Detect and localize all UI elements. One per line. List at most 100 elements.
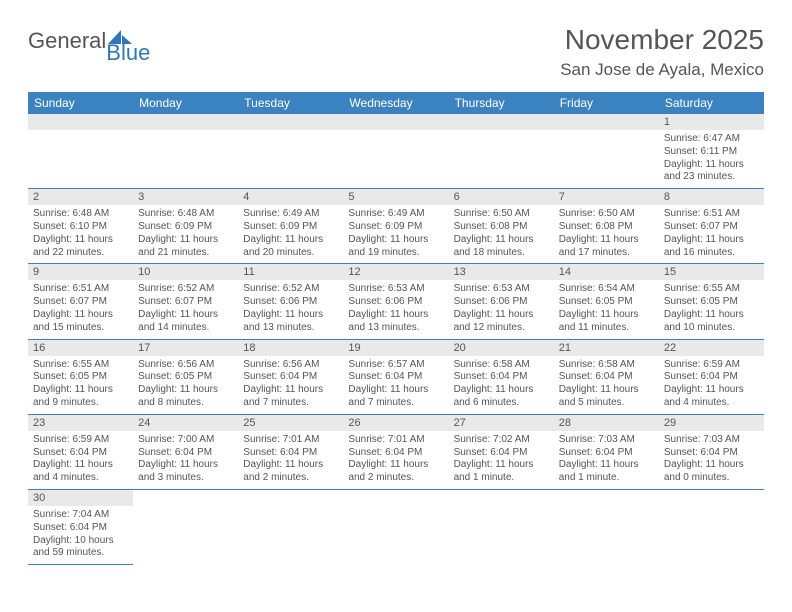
day-number: 5 (343, 189, 448, 205)
day-body: Sunrise: 6:52 AMSunset: 6:06 PMDaylight:… (238, 280, 343, 338)
sunrise-line: Sunrise: 6:59 AM (664, 359, 759, 372)
sunrise-line: Sunrise: 7:02 AM (454, 434, 549, 447)
day-cell: 6Sunrise: 6:50 AMSunset: 6:08 PMDaylight… (449, 189, 554, 264)
day-body: Sunrise: 6:53 AMSunset: 6:06 PMDaylight:… (449, 280, 554, 338)
day-body (28, 130, 133, 184)
day-cell (449, 114, 554, 189)
daylight-line: and 12 minutes. (454, 322, 549, 335)
daylight-line: and 20 minutes. (243, 247, 338, 260)
daylight-line: Daylight: 11 hours (348, 234, 443, 247)
day-number: 4 (238, 189, 343, 205)
sunset-line: Sunset: 6:04 PM (559, 447, 654, 460)
day-cell: 29Sunrise: 7:03 AMSunset: 6:04 PMDayligh… (659, 414, 764, 489)
sunset-line: Sunset: 6:05 PM (33, 371, 128, 384)
day-number: 13 (449, 264, 554, 280)
sunrise-line: Sunrise: 6:55 AM (33, 359, 128, 372)
day-number: 14 (554, 264, 659, 280)
daylight-line: Daylight: 11 hours (454, 459, 549, 472)
day-cell: 22Sunrise: 6:59 AMSunset: 6:04 PMDayligh… (659, 339, 764, 414)
daylight-line: and 19 minutes. (348, 247, 443, 260)
sunset-line: Sunset: 6:08 PM (559, 221, 654, 234)
month-title: November 2025 (560, 24, 764, 56)
week-row: 1Sunrise: 6:47 AMSunset: 6:11 PMDaylight… (28, 114, 764, 189)
sunset-line: Sunset: 6:04 PM (454, 371, 549, 384)
day-number: 8 (659, 189, 764, 205)
day-cell: 25Sunrise: 7:01 AMSunset: 6:04 PMDayligh… (238, 414, 343, 489)
week-row: 16Sunrise: 6:55 AMSunset: 6:05 PMDayligh… (28, 339, 764, 414)
daylight-line: Daylight: 11 hours (138, 309, 233, 322)
day-body: Sunrise: 6:56 AMSunset: 6:05 PMDaylight:… (133, 356, 238, 414)
sunset-line: Sunset: 6:04 PM (348, 447, 443, 460)
daylight-line: Daylight: 11 hours (664, 234, 759, 247)
day-number: 29 (659, 415, 764, 431)
daylight-line: Daylight: 11 hours (664, 159, 759, 172)
day-body (449, 130, 554, 184)
day-body: Sunrise: 6:51 AMSunset: 6:07 PMDaylight:… (28, 280, 133, 338)
daylight-line: and 9 minutes. (33, 397, 128, 410)
day-number: 16 (28, 340, 133, 356)
daylight-line: and 21 minutes. (138, 247, 233, 260)
daylight-line: and 0 minutes. (664, 472, 759, 485)
day-number: 9 (28, 264, 133, 280)
day-cell (343, 489, 448, 564)
daylight-line: and 5 minutes. (559, 397, 654, 410)
day-number: 18 (238, 340, 343, 356)
week-row: 9Sunrise: 6:51 AMSunset: 6:07 PMDaylight… (28, 264, 764, 339)
day-body: Sunrise: 6:58 AMSunset: 6:04 PMDaylight:… (449, 356, 554, 414)
week-row: 23Sunrise: 6:59 AMSunset: 6:04 PMDayligh… (28, 414, 764, 489)
sunrise-line: Sunrise: 6:54 AM (559, 283, 654, 296)
sunset-line: Sunset: 6:04 PM (138, 447, 233, 460)
day-body: Sunrise: 6:53 AMSunset: 6:06 PMDaylight:… (343, 280, 448, 338)
day-cell (554, 114, 659, 189)
day-body (133, 506, 238, 560)
daylight-line: and 4 minutes. (33, 472, 128, 485)
sunrise-line: Sunrise: 6:53 AM (454, 283, 549, 296)
day-cell: 30Sunrise: 7:04 AMSunset: 6:04 PMDayligh… (28, 489, 133, 564)
daylight-line: Daylight: 11 hours (559, 459, 654, 472)
day-body (238, 506, 343, 560)
day-body: Sunrise: 6:50 AMSunset: 6:08 PMDaylight:… (449, 205, 554, 263)
daylight-line: Daylight: 11 hours (243, 309, 338, 322)
day-number (238, 490, 343, 506)
day-cell: 2Sunrise: 6:48 AMSunset: 6:10 PMDaylight… (28, 189, 133, 264)
day-number: 10 (133, 264, 238, 280)
sunset-line: Sunset: 6:10 PM (33, 221, 128, 234)
daylight-line: and 4 minutes. (664, 397, 759, 410)
daylight-line: Daylight: 11 hours (138, 459, 233, 472)
day-number (133, 114, 238, 130)
logo-general: General (28, 30, 106, 52)
day-body: Sunrise: 6:55 AMSunset: 6:05 PMDaylight:… (28, 356, 133, 414)
day-cell: 26Sunrise: 7:01 AMSunset: 6:04 PMDayligh… (343, 414, 448, 489)
daylight-line: Daylight: 11 hours (138, 384, 233, 397)
calendar-page: General Blue November 2025 San Jose de A… (0, 0, 792, 585)
sunrise-line: Sunrise: 7:01 AM (348, 434, 443, 447)
day-body: Sunrise: 7:00 AMSunset: 6:04 PMDaylight:… (133, 431, 238, 489)
sunrise-line: Sunrise: 6:48 AM (33, 208, 128, 221)
sunrise-line: Sunrise: 6:51 AM (33, 283, 128, 296)
page-header: General Blue November 2025 San Jose de A… (28, 24, 764, 80)
sunset-line: Sunset: 6:07 PM (33, 296, 128, 309)
day-number: 6 (449, 189, 554, 205)
day-number (554, 490, 659, 506)
day-body: Sunrise: 6:58 AMSunset: 6:04 PMDaylight:… (554, 356, 659, 414)
dow-friday: Friday (554, 92, 659, 114)
day-cell: 28Sunrise: 7:03 AMSunset: 6:04 PMDayligh… (554, 414, 659, 489)
daylight-line: Daylight: 11 hours (664, 459, 759, 472)
daylight-line: and 13 minutes. (243, 322, 338, 335)
day-cell: 8Sunrise: 6:51 AMSunset: 6:07 PMDaylight… (659, 189, 764, 264)
title-block: November 2025 San Jose de Ayala, Mexico (560, 24, 764, 80)
day-number: 24 (133, 415, 238, 431)
day-number (554, 114, 659, 130)
day-cell: 27Sunrise: 7:02 AMSunset: 6:04 PMDayligh… (449, 414, 554, 489)
day-cell: 19Sunrise: 6:57 AMSunset: 6:04 PMDayligh… (343, 339, 448, 414)
daylight-line: Daylight: 11 hours (348, 384, 443, 397)
day-number: 28 (554, 415, 659, 431)
daylight-line: Daylight: 11 hours (559, 384, 654, 397)
sunrise-line: Sunrise: 7:00 AM (138, 434, 233, 447)
logo-blue-wrap: Blue (106, 30, 150, 64)
day-body: Sunrise: 6:49 AMSunset: 6:09 PMDaylight:… (238, 205, 343, 263)
sunset-line: Sunset: 6:06 PM (348, 296, 443, 309)
sunrise-line: Sunrise: 6:56 AM (138, 359, 233, 372)
daylight-line: and 7 minutes. (243, 397, 338, 410)
day-cell: 3Sunrise: 6:48 AMSunset: 6:09 PMDaylight… (133, 189, 238, 264)
